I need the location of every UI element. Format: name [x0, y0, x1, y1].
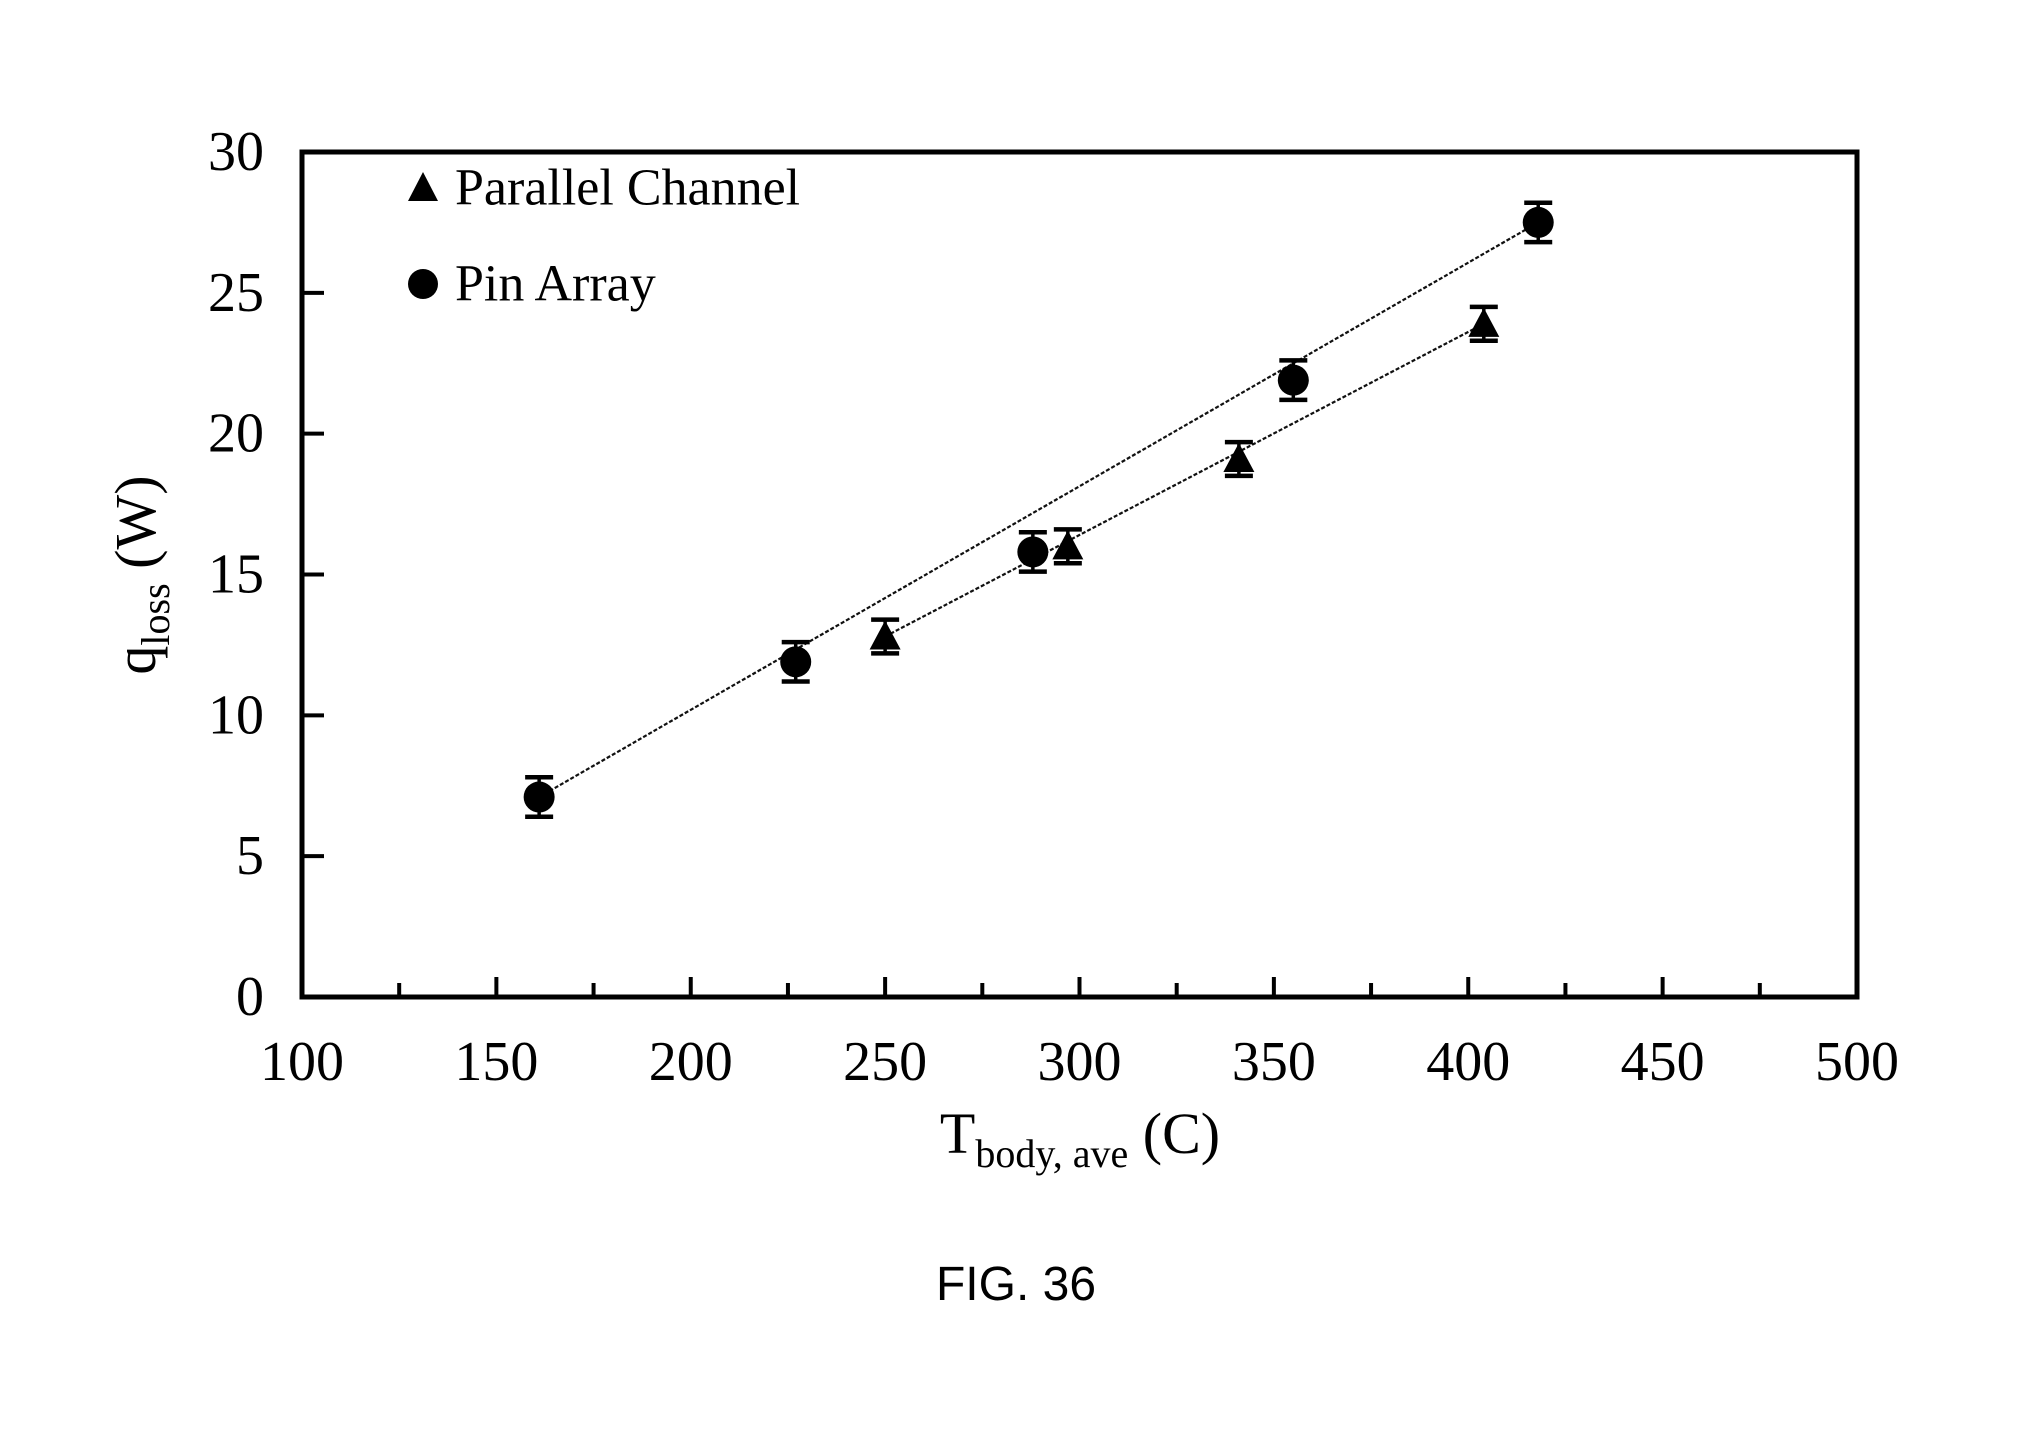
y-axis-title-unit: (W)	[103, 475, 168, 583]
y-axis-title-subscript: loss	[133, 583, 178, 645]
data-point-parallel-channel	[1052, 530, 1084, 560]
x-tick-label: 300	[1038, 1031, 1122, 1093]
y-tick-label: 10	[208, 684, 264, 746]
x-tick-label: 500	[1815, 1031, 1899, 1093]
legend-label-pin-array: Pin Array	[455, 256, 656, 313]
data-point-pin-array	[523, 781, 555, 813]
x-tick-label: 350	[1232, 1031, 1316, 1093]
x-axis-title-main: T	[940, 1101, 975, 1166]
data-point-parallel-channel	[1223, 443, 1255, 473]
y-tick-label: 30	[208, 121, 264, 183]
y-tick-label: 0	[236, 966, 264, 1028]
legend-circle-icon	[408, 269, 438, 299]
y-tick-label: 25	[208, 262, 264, 324]
x-tick-label: 450	[1621, 1031, 1705, 1093]
legend: Parallel Channel Pin Array	[408, 160, 800, 313]
x-tick-label: 200	[649, 1031, 733, 1093]
plot-frame	[299, 149, 1860, 1000]
figure-caption: FIG. 36	[936, 1258, 1096, 1311]
data-point-pin-array	[780, 646, 812, 678]
data-point-pin-array	[1017, 536, 1049, 568]
plot-area: 0 5 10 15 20 25 30 100 150 200 250 300 350 400 450 500	[208, 121, 1899, 1093]
fit-line-parallel-channel	[884, 322, 1485, 638]
x-tick-label: 400	[1426, 1031, 1510, 1093]
x-tick-label: 150	[454, 1031, 538, 1093]
y-tick-label: 15	[208, 544, 264, 606]
y-tick-label: 5	[236, 825, 264, 887]
y-axis-title: qloss (W)	[103, 475, 178, 674]
data-point-pin-array	[1522, 206, 1554, 238]
data-point-pin-array	[1277, 364, 1309, 396]
x-axis-title: Tbody, ave (C)	[940, 1101, 1220, 1176]
legend-triangle-icon	[408, 172, 438, 201]
x-tick-label: 100	[260, 1031, 344, 1093]
x-axis-title-subscript: body, ave	[975, 1131, 1128, 1176]
y-axis-title-main: q	[103, 646, 168, 675]
x-axis-title-unit: (C)	[1128, 1101, 1220, 1166]
data-point-parallel-channel	[1468, 307, 1500, 337]
legend-label-parallel-channel: Parallel Channel	[455, 160, 800, 217]
fit-line-pin-array	[538, 221, 1539, 798]
x-tick-label: 250	[843, 1031, 927, 1093]
y-tick-label: 20	[208, 403, 264, 465]
data-point-parallel-channel	[869, 620, 901, 650]
